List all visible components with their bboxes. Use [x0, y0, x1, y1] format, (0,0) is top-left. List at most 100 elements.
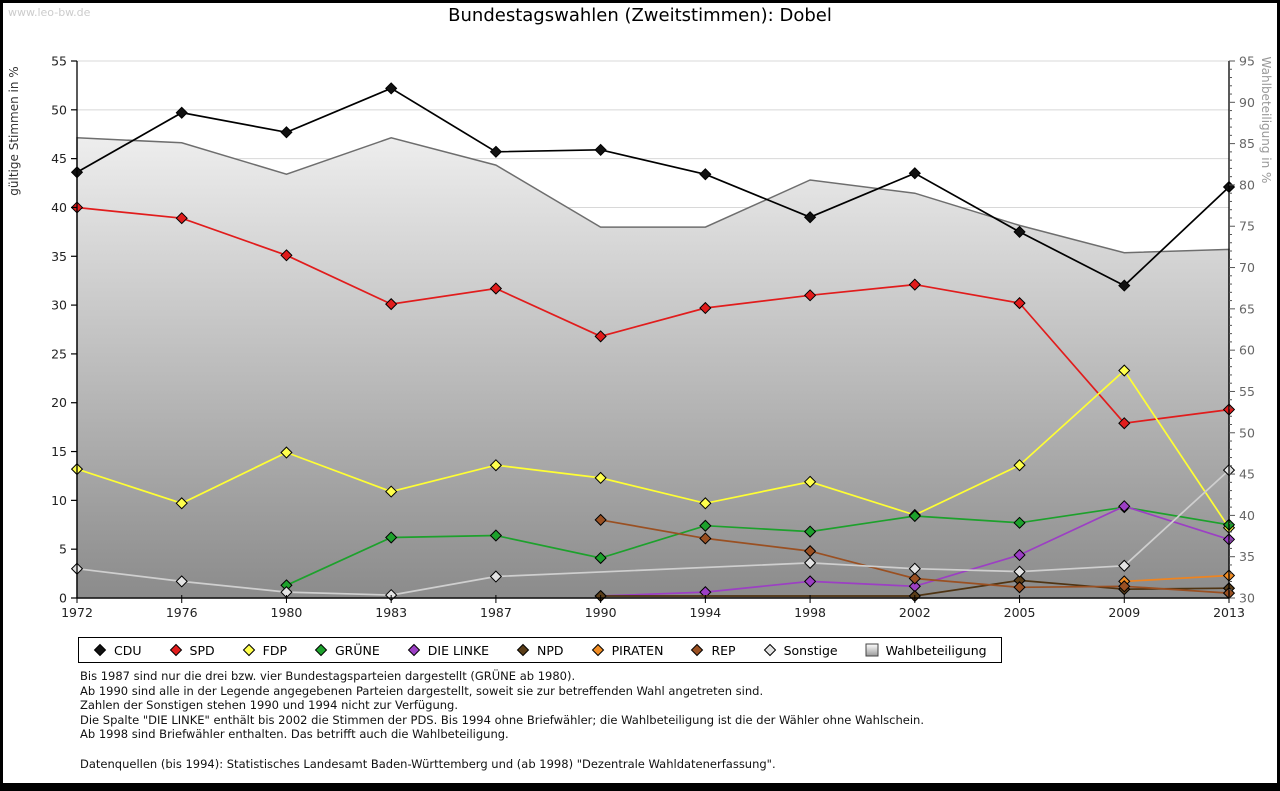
- legend-item: Wahlbeteiligung: [865, 643, 987, 658]
- data-point-sonstige: [1118, 559, 1131, 572]
- right-tick-label: 85: [1239, 136, 1255, 151]
- legend-label: NPD: [537, 642, 564, 658]
- legend-item: Sonstige: [763, 643, 838, 658]
- x-tick-label: 1972: [61, 605, 93, 620]
- x-tick-label: 1990: [585, 605, 617, 620]
- right-tick-label: 35: [1239, 549, 1255, 564]
- legend-label: PIRATEN: [611, 642, 664, 658]
- x-tick-label: 1998: [794, 605, 826, 620]
- data-point-spd: [908, 278, 921, 291]
- left-tick-label: 10: [51, 493, 67, 508]
- x-tick-label: 2013: [1213, 605, 1245, 620]
- right-tick-label: 60: [1239, 343, 1255, 358]
- data-point-die-linke: [803, 575, 817, 588]
- footnote-line: Ab 1990 sind alle in der Legende angegeb…: [80, 683, 764, 698]
- left-tick-label: 45: [51, 151, 67, 166]
- legend-label: GRÜNE: [334, 642, 380, 658]
- data-point-sonstige: [489, 570, 503, 583]
- x-tick-label: 1980: [271, 605, 303, 620]
- legend-swatch-icon: [516, 643, 530, 657]
- data-point-fdp: [594, 471, 607, 485]
- legend-item: REP: [690, 642, 736, 658]
- data-point-grüne: [908, 509, 921, 523]
- legend-swatch-icon: [169, 643, 182, 657]
- right-tick-label: 30: [1239, 591, 1255, 606]
- data-point-fdp: [175, 497, 188, 510]
- data-point-rep: [1013, 581, 1026, 594]
- legend: CDU SPD FDP GRÜNE DIE LINKE NPD PIRATEN REP Sons…: [78, 637, 1002, 663]
- data-point-rep: [699, 532, 712, 545]
- left-tick-label: 15: [51, 444, 67, 459]
- right-tick-label: 90: [1239, 95, 1255, 110]
- data-point-cdu: [385, 82, 398, 95]
- legend-item: PIRATEN: [591, 642, 664, 658]
- left-axis-title: gültige Stimmen in %: [7, 66, 21, 195]
- x-tick-label: 2005: [1004, 605, 1036, 620]
- legend-label: DIE LINKE: [427, 642, 490, 658]
- legend-label: SPD: [189, 642, 215, 658]
- legend-item: DIE LINKE: [407, 643, 489, 658]
- data-point-cdu: [1118, 279, 1131, 292]
- data-point-spd: [175, 212, 188, 225]
- left-tick-label: 25: [51, 346, 67, 361]
- legend-item: FDP: [242, 643, 287, 658]
- legend-swatch-icon: [763, 643, 776, 657]
- footnote-line: Ab 1998 sind Briefwähler enthalten. Das …: [80, 727, 509, 742]
- data-point-fdp: [803, 475, 817, 488]
- left-tick-label: 5: [59, 542, 67, 557]
- series-rep: [594, 513, 1236, 600]
- data-point-rep: [908, 572, 921, 585]
- footnote-spacer: [80, 742, 924, 757]
- right-tick-label: 80: [1239, 177, 1255, 192]
- data-point-grüne: [699, 519, 712, 532]
- footnote-line: Die Spalte "DIE LINKE" enthält bis 2002 …: [80, 712, 924, 727]
- axes: 0 5 10 15 20 25 30 35 40 45 50 55 30 35 40 45 50 55 60 65 70…: [51, 54, 1255, 621]
- data-point-cdu: [908, 167, 921, 180]
- data-point-cdu: [175, 106, 188, 119]
- left-tick-label: 55: [51, 54, 67, 69]
- data-point-cdu: [594, 143, 607, 156]
- footnote-line: Bis 1987 sind nur die drei bzw. vier Bun…: [80, 669, 576, 683]
- data-point-spd: [1013, 297, 1026, 310]
- watermark: www.leo-bw.de: [8, 6, 91, 19]
- data-point-die-linke: [1013, 548, 1026, 562]
- legend-item: CDU: [93, 643, 142, 658]
- legend-label: Sonstige: [783, 642, 838, 658]
- data-point-cdu: [280, 126, 293, 139]
- footnote-source: Datenquellen (bis 1994): Statistisches L…: [80, 756, 776, 771]
- data-point-grüne: [385, 531, 398, 544]
- legend-swatch-icon: [93, 643, 107, 657]
- right-tick-label: 45: [1239, 467, 1255, 482]
- data-point-spd: [699, 301, 712, 315]
- data-point-fdp: [1013, 459, 1026, 472]
- data-point-cdu: [699, 168, 712, 181]
- page-title: Bundestagswahlen (Zweitstimmen): Dobel: [448, 5, 832, 26]
- right-axis-title: Wahlbeteiligung in %: [1259, 57, 1273, 184]
- footnote-line: Zahlen der Sonstigen stehen 1990 und 199…: [80, 698, 459, 713]
- legend-swatch-icon: [314, 643, 328, 657]
- legend-item: SPD: [169, 643, 215, 658]
- data-point-rep: [594, 513, 607, 526]
- data-point-rep: [803, 545, 817, 558]
- data-point-grüne: [803, 525, 817, 538]
- legend-label: REP: [711, 642, 736, 658]
- data-point-fdp: [280, 446, 293, 459]
- legend-swatch-icon: [691, 643, 704, 657]
- data-point-cdu: [1013, 225, 1026, 238]
- data-point-grüne: [594, 551, 607, 565]
- legend-swatch-icon: [242, 643, 255, 657]
- right-tick-label: 70: [1239, 260, 1255, 275]
- legend-label: CDU: [114, 642, 142, 658]
- x-tick-label: 2002: [899, 605, 931, 620]
- data-point-spd: [803, 289, 817, 302]
- legend-item: NPD: [516, 643, 564, 658]
- left-tick-label: 40: [51, 200, 67, 215]
- legend-label: FDP: [262, 642, 287, 658]
- data-point-spd: [1118, 417, 1131, 430]
- data-point-sonstige: [175, 575, 188, 588]
- data-point-die-linke: [1118, 500, 1131, 513]
- series-grüne: [280, 501, 1236, 592]
- legend-label: Wahlbeteiligung: [885, 642, 987, 658]
- x-tick-label: 1987: [480, 605, 512, 620]
